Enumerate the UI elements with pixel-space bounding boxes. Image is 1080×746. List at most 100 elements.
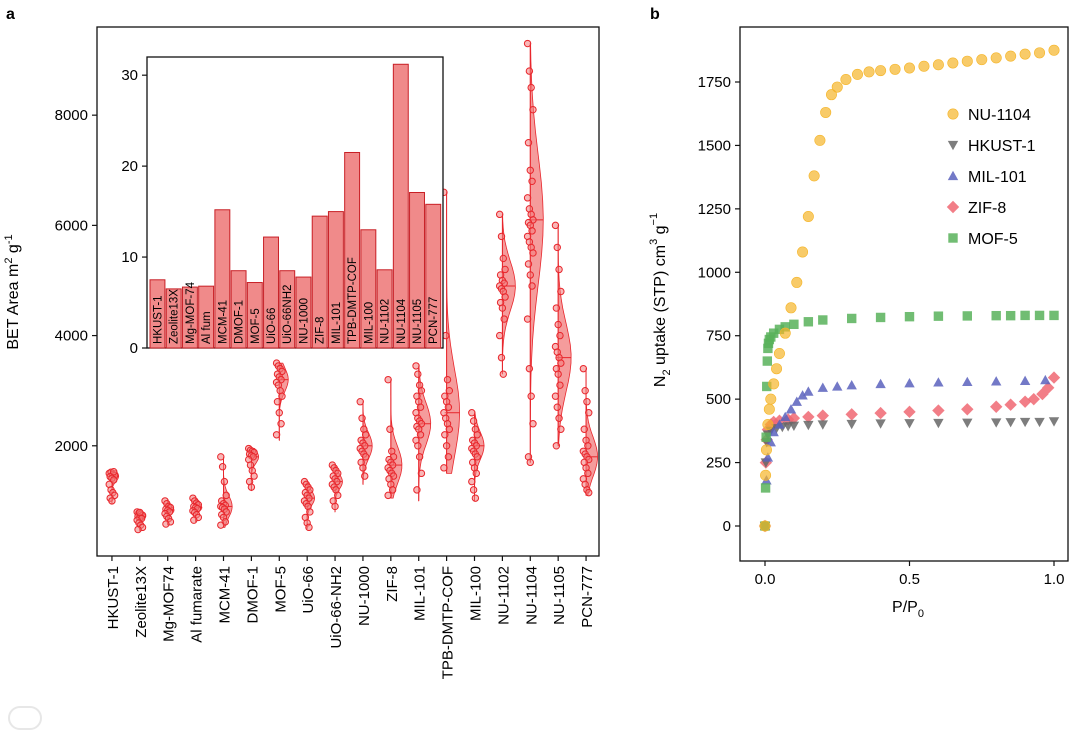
violin-point bbox=[551, 392, 560, 400]
isotherm-point bbox=[1020, 310, 1030, 321]
isotherm-point bbox=[802, 410, 815, 424]
inset-bar-label: DMOF-1 bbox=[234, 300, 246, 344]
isotherm-point bbox=[1018, 395, 1032, 408]
violin-point bbox=[305, 523, 313, 532]
inset-bar-label: UiO-66NH2 bbox=[282, 285, 294, 344]
isotherm-point bbox=[817, 420, 828, 430]
isotherm-point bbox=[1040, 374, 1051, 385]
isotherm-point bbox=[903, 405, 916, 419]
violin-point bbox=[417, 386, 426, 395]
isotherm-point bbox=[990, 400, 1003, 413]
violin-point bbox=[585, 488, 593, 497]
isotherm-point bbox=[771, 363, 783, 375]
isotherm-point bbox=[760, 483, 771, 493]
violin-point bbox=[110, 467, 118, 476]
isotherm-point bbox=[825, 89, 837, 101]
violin-point bbox=[361, 453, 370, 461]
violin-point bbox=[526, 271, 534, 279]
isotherm-x-axis-label-main: P/P bbox=[892, 599, 918, 616]
violin-point bbox=[384, 491, 392, 500]
violin-point bbox=[473, 431, 481, 439]
violin-point bbox=[529, 249, 537, 257]
violin-x-tick-label: PCN-777 bbox=[579, 566, 596, 628]
violin-x-tick-label: NU-1102 bbox=[495, 566, 512, 625]
isotherm-point bbox=[765, 393, 777, 405]
isotherm-point bbox=[1047, 371, 1061, 384]
violin-point bbox=[495, 331, 504, 340]
isotherm-point bbox=[1019, 375, 1031, 386]
violin-point bbox=[468, 477, 476, 486]
isotherm-point bbox=[803, 317, 814, 327]
violin-point bbox=[442, 442, 451, 450]
violin-point bbox=[218, 463, 227, 471]
isotherm-x-tick-label: 1.0 bbox=[1044, 571, 1065, 588]
inset-bar bbox=[165, 288, 182, 349]
isotherm-point bbox=[785, 404, 797, 414]
violin-point bbox=[445, 425, 454, 433]
isotherm-point bbox=[797, 390, 808, 400]
violin-point bbox=[250, 472, 258, 480]
isotherm-point bbox=[762, 419, 774, 431]
violin-point bbox=[529, 420, 537, 428]
isotherm-y-ticks: 0 250 500 750 1000 1250 1500 1750 bbox=[698, 74, 740, 535]
isotherm-y-tick-label: 1250 bbox=[698, 201, 731, 218]
inset-y-tick-label: 10 bbox=[121, 249, 138, 266]
inset-y-tick-label: 30 bbox=[121, 67, 138, 84]
isotherm-point bbox=[768, 328, 779, 338]
violin-point bbox=[580, 425, 588, 433]
violin-y-axis-label-main: BET Area m bbox=[5, 264, 22, 350]
isotherm-point bbox=[961, 403, 974, 416]
isotherm-point bbox=[962, 418, 973, 428]
inset-bar-label: NU-1104 bbox=[396, 298, 408, 344]
isotherm-point bbox=[918, 60, 930, 72]
violin-point bbox=[217, 521, 225, 529]
violin-x-tick-label: DMOF-1 bbox=[244, 566, 261, 624]
violin-point bbox=[220, 477, 229, 486]
violin-point bbox=[528, 282, 536, 290]
inset-bar-label: NU-1000 bbox=[298, 298, 310, 344]
isotherm-y-axis-label: N2 uptake (STP) cm3 g−1 bbox=[648, 213, 673, 387]
violin-point bbox=[134, 525, 142, 534]
violin-point bbox=[473, 453, 481, 461]
violin-point bbox=[272, 431, 281, 439]
isotherm-point bbox=[875, 378, 886, 389]
violin-point bbox=[275, 409, 283, 417]
violin-point bbox=[556, 331, 564, 340]
inset-bar bbox=[376, 269, 393, 349]
violin-x-tick-label: MIL-100 bbox=[468, 566, 485, 621]
isotherm-point bbox=[762, 381, 772, 392]
violin-plot-frame bbox=[96, 26, 600, 557]
isotherm-y-axis-label-sup3: 3 bbox=[648, 239, 660, 245]
isotherm-point bbox=[933, 311, 944, 321]
isotherm-x-tick-label: 0.0 bbox=[755, 571, 776, 588]
violin-point bbox=[524, 260, 533, 268]
isotherm-y-axis-label-n-sub: 2 bbox=[661, 369, 673, 375]
isotherm-point bbox=[780, 411, 791, 422]
violin-point bbox=[495, 210, 504, 219]
isotherm-point bbox=[933, 418, 944, 429]
inset-bar bbox=[149, 279, 166, 349]
violin-point bbox=[501, 293, 509, 301]
violin-shape bbox=[390, 378, 403, 499]
isotherm-series bbox=[758, 44, 1061, 533]
violin-point bbox=[499, 370, 507, 378]
violin-point bbox=[523, 194, 532, 202]
violin-point bbox=[552, 304, 561, 312]
isotherm-point bbox=[762, 452, 774, 462]
isotherm-point bbox=[1034, 310, 1045, 321]
violin-x-tick-label: MOF-5 bbox=[272, 566, 289, 613]
legend-marker bbox=[947, 108, 959, 120]
isotherm-legend: NU-1104 HKUST-1 MIL-101 ZIF-8 MOF-5 bbox=[946, 107, 1036, 248]
isotherm-point bbox=[1049, 310, 1059, 321]
violin-point bbox=[136, 508, 144, 517]
violin-point bbox=[414, 442, 422, 450]
legend-marker bbox=[946, 200, 960, 214]
violin-x-tick-label: HKUST-1 bbox=[105, 566, 122, 629]
isotherm-point bbox=[932, 59, 944, 71]
isotherm-x-tick-label: 0.5 bbox=[899, 571, 920, 588]
isotherm-y-tick-label: 250 bbox=[706, 455, 731, 472]
inset-bar-label: NU-1102 bbox=[380, 299, 392, 344]
isotherm-x-axis-label-sub: 0 bbox=[918, 608, 924, 620]
violin-point bbox=[581, 386, 589, 395]
isotherm-point bbox=[903, 62, 915, 74]
